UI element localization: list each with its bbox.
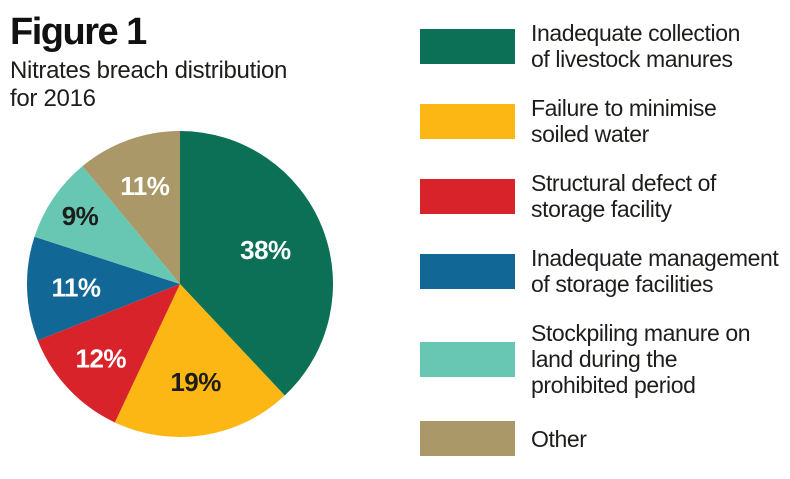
legend-label: Inadequate management of storage facilit… [531,245,779,297]
pie-slice-5 [82,131,180,284]
legend-swatch-tan [420,421,515,456]
legend-label: Stockpiling manure on land during the pr… [531,320,751,398]
legend-label: Structural defect of storage facility [531,170,717,222]
legend-swatch-blue [420,253,515,289]
pie-slice-value-label: 12% [76,343,127,373]
legend-item: Other [420,421,780,456]
legend-label: Other [531,425,587,452]
pie-slice-value-label: 38% [240,235,291,265]
legend-item: Structural defect of storage facility [420,170,780,222]
chart-legend: Inadequate collection of livestock manur… [420,20,780,456]
legend-swatch-green [420,28,515,64]
legend-swatch-yellow [420,103,515,139]
legend-swatch-red [420,178,515,214]
pie-slice-2 [37,284,181,423]
pie-slice-1 [114,284,285,437]
legend-label: Inadequate collection of livestock manur… [531,20,740,72]
pie-slice-value-label: 11% [51,272,100,302]
pie-slice-0 [180,131,333,396]
figure-title: Figure 1 [10,11,147,53]
legend-item: Stockpiling manure on land during the pr… [420,320,780,398]
legend-item: Failure to minimise soiled water [420,95,780,147]
pie-slice-value-label: 19% [170,367,221,397]
legend-swatch-teal [420,341,515,377]
figure-header: Figure 1 Nitrates breach distribution fo… [10,12,370,113]
pie-slice-value-label: 9% [62,201,99,231]
pie-slice-value-label: 11% [120,171,169,201]
pie-slice-3 [27,236,180,341]
legend-item: Inadequate management of storage facilit… [420,245,780,297]
figure-subtitle: Nitrates breach distribution for 2016 [10,57,288,112]
legend-item: Inadequate collection of livestock manur… [420,20,780,72]
pie-slice-4 [34,166,181,284]
legend-label: Failure to minimise soiled water [531,95,717,147]
pie-chart: 38% 19% 12% 11% 9% 11% [27,131,333,437]
